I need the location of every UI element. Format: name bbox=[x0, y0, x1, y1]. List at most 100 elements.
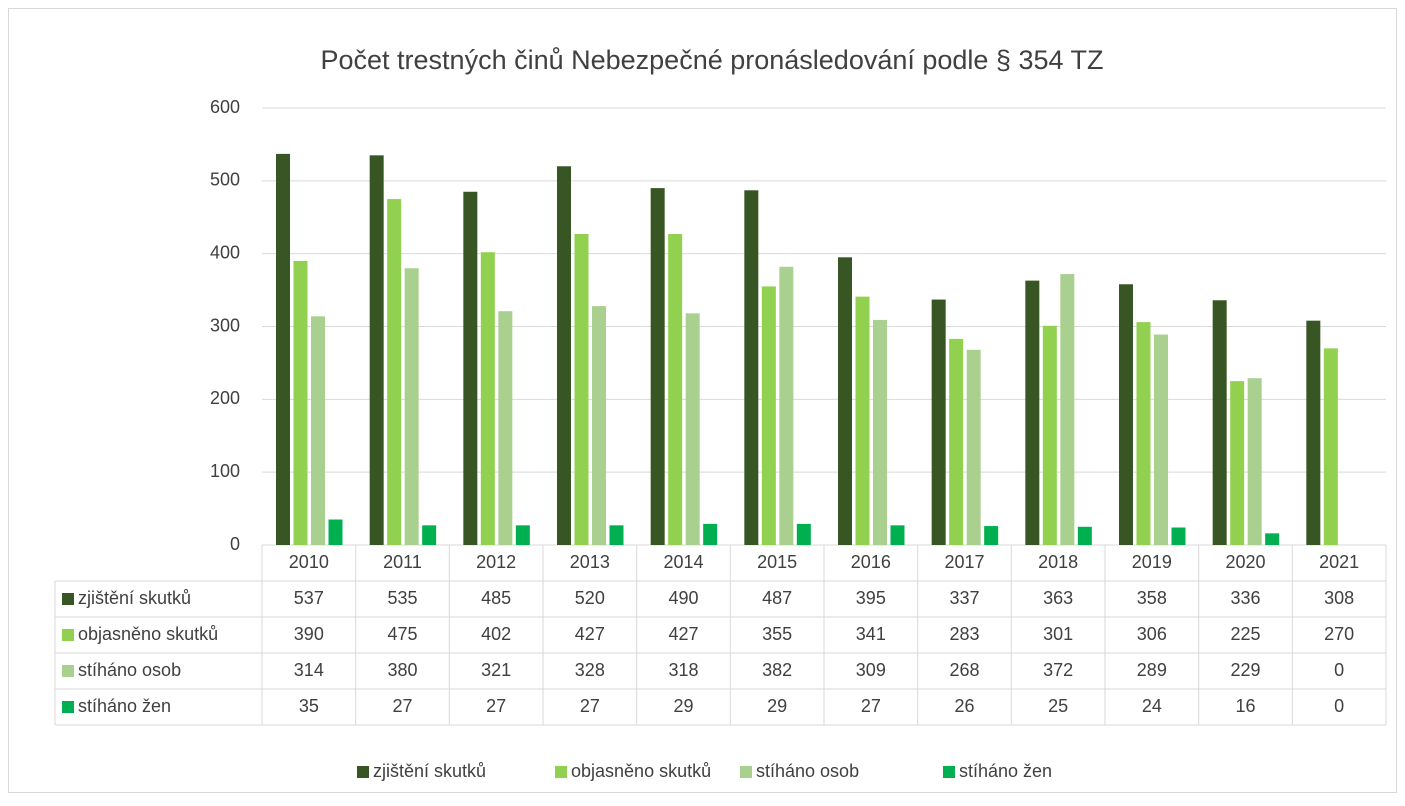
table-cell: 27 bbox=[392, 696, 412, 716]
bar bbox=[984, 526, 999, 545]
bar bbox=[703, 523, 718, 545]
table-cell: 337 bbox=[949, 588, 979, 608]
table-cell: 321 bbox=[481, 660, 511, 680]
table-legend-key bbox=[62, 593, 74, 605]
table-cell: 24 bbox=[1142, 696, 1162, 716]
table-cell: 0 bbox=[1334, 696, 1344, 716]
legend-label: zjištění skutků bbox=[373, 761, 486, 781]
table-cell: 0 bbox=[1334, 660, 1344, 680]
table-cell: 487 bbox=[762, 588, 792, 608]
table-cell: 308 bbox=[1324, 588, 1354, 608]
table-cell: 301 bbox=[1043, 624, 1073, 644]
chart-title: Počet trestných činů Nebezpečné pronásle… bbox=[321, 45, 1104, 75]
y-tick-label: 200 bbox=[210, 388, 240, 408]
table-row-label: objasněno skutků bbox=[78, 624, 218, 644]
table-cell: 427 bbox=[575, 624, 605, 644]
bar bbox=[422, 525, 437, 545]
table-cell: 475 bbox=[387, 624, 417, 644]
bar bbox=[1230, 381, 1245, 545]
bar bbox=[1136, 322, 1151, 545]
table-cell: 27 bbox=[861, 696, 881, 716]
table-legend-key bbox=[62, 665, 74, 677]
table-cell: 289 bbox=[1137, 660, 1167, 680]
table-cell: 29 bbox=[767, 696, 787, 716]
bar bbox=[796, 523, 811, 545]
y-tick-label: 300 bbox=[210, 315, 240, 335]
bar bbox=[1154, 334, 1168, 545]
table-cell: 328 bbox=[575, 660, 605, 680]
table-cell: 229 bbox=[1230, 660, 1260, 680]
bar bbox=[744, 190, 759, 545]
x-tick-label: 2021 bbox=[1319, 552, 1359, 572]
table-cell: 520 bbox=[575, 588, 605, 608]
y-tick-label: 100 bbox=[210, 461, 240, 481]
bar bbox=[966, 349, 981, 545]
table-cell: 402 bbox=[481, 624, 511, 644]
bar bbox=[480, 252, 495, 545]
bar bbox=[1060, 274, 1075, 545]
bar bbox=[609, 525, 624, 545]
bar bbox=[873, 319, 887, 545]
table-cell: 490 bbox=[668, 588, 698, 608]
bar bbox=[276, 153, 290, 545]
x-tick-label: 2012 bbox=[476, 552, 516, 572]
table-cell: 390 bbox=[294, 624, 324, 644]
table-cell: 16 bbox=[1235, 696, 1255, 716]
bar bbox=[1306, 320, 1321, 545]
bar bbox=[592, 306, 606, 545]
table-cell: 27 bbox=[580, 696, 600, 716]
table-cell: 314 bbox=[294, 660, 324, 680]
bar bbox=[404, 268, 419, 545]
table-cell: 341 bbox=[856, 624, 886, 644]
bar bbox=[1323, 348, 1338, 545]
legend-label: stíháno osob bbox=[756, 761, 859, 781]
bar bbox=[1265, 533, 1280, 545]
bar bbox=[1212, 300, 1227, 545]
table-cell: 535 bbox=[387, 588, 417, 608]
bar bbox=[650, 188, 665, 545]
bar bbox=[293, 260, 308, 545]
x-tick-label: 2014 bbox=[663, 552, 703, 572]
bar bbox=[668, 234, 683, 546]
y-tick-label: 400 bbox=[210, 242, 240, 262]
bar bbox=[1025, 280, 1040, 545]
bar bbox=[1042, 325, 1057, 545]
table-cell: 318 bbox=[668, 660, 698, 680]
table-legend-key bbox=[62, 701, 74, 713]
bar bbox=[387, 199, 402, 545]
y-tick-label: 600 bbox=[210, 97, 240, 117]
table-row-label: zjištění skutků bbox=[78, 588, 191, 608]
table-cell: 270 bbox=[1324, 624, 1354, 644]
x-tick-label: 2018 bbox=[1038, 552, 1078, 572]
bar bbox=[1247, 378, 1262, 545]
bar bbox=[574, 234, 589, 546]
table-row-label: stíháno osob bbox=[78, 660, 181, 680]
table-cell: 380 bbox=[387, 660, 417, 680]
bar bbox=[838, 257, 852, 545]
table-cell: 395 bbox=[856, 588, 886, 608]
legend-key bbox=[943, 766, 955, 778]
table-cell: 309 bbox=[856, 660, 886, 680]
table-row-label: stíháno žen bbox=[78, 696, 171, 716]
bar bbox=[515, 525, 530, 545]
table-cell: 427 bbox=[668, 624, 698, 644]
bar bbox=[779, 266, 794, 545]
bar bbox=[369, 155, 384, 545]
table-cell: 26 bbox=[954, 696, 974, 716]
table-cell: 363 bbox=[1043, 588, 1073, 608]
table-cell: 27 bbox=[486, 696, 506, 716]
bar bbox=[328, 519, 343, 545]
table-legend-key bbox=[62, 629, 74, 641]
table-cell: 225 bbox=[1230, 624, 1260, 644]
table-cell: 372 bbox=[1043, 660, 1073, 680]
bar bbox=[890, 525, 905, 545]
bar bbox=[463, 191, 478, 545]
table-cell: 268 bbox=[949, 660, 979, 680]
x-tick-label: 2019 bbox=[1132, 552, 1172, 572]
table-cell: 25 bbox=[1048, 696, 1068, 716]
legend-key bbox=[555, 766, 567, 778]
bar bbox=[1077, 526, 1092, 545]
y-tick-label: 500 bbox=[210, 170, 240, 190]
table-cell: 485 bbox=[481, 588, 511, 608]
table-cell: 283 bbox=[949, 624, 979, 644]
